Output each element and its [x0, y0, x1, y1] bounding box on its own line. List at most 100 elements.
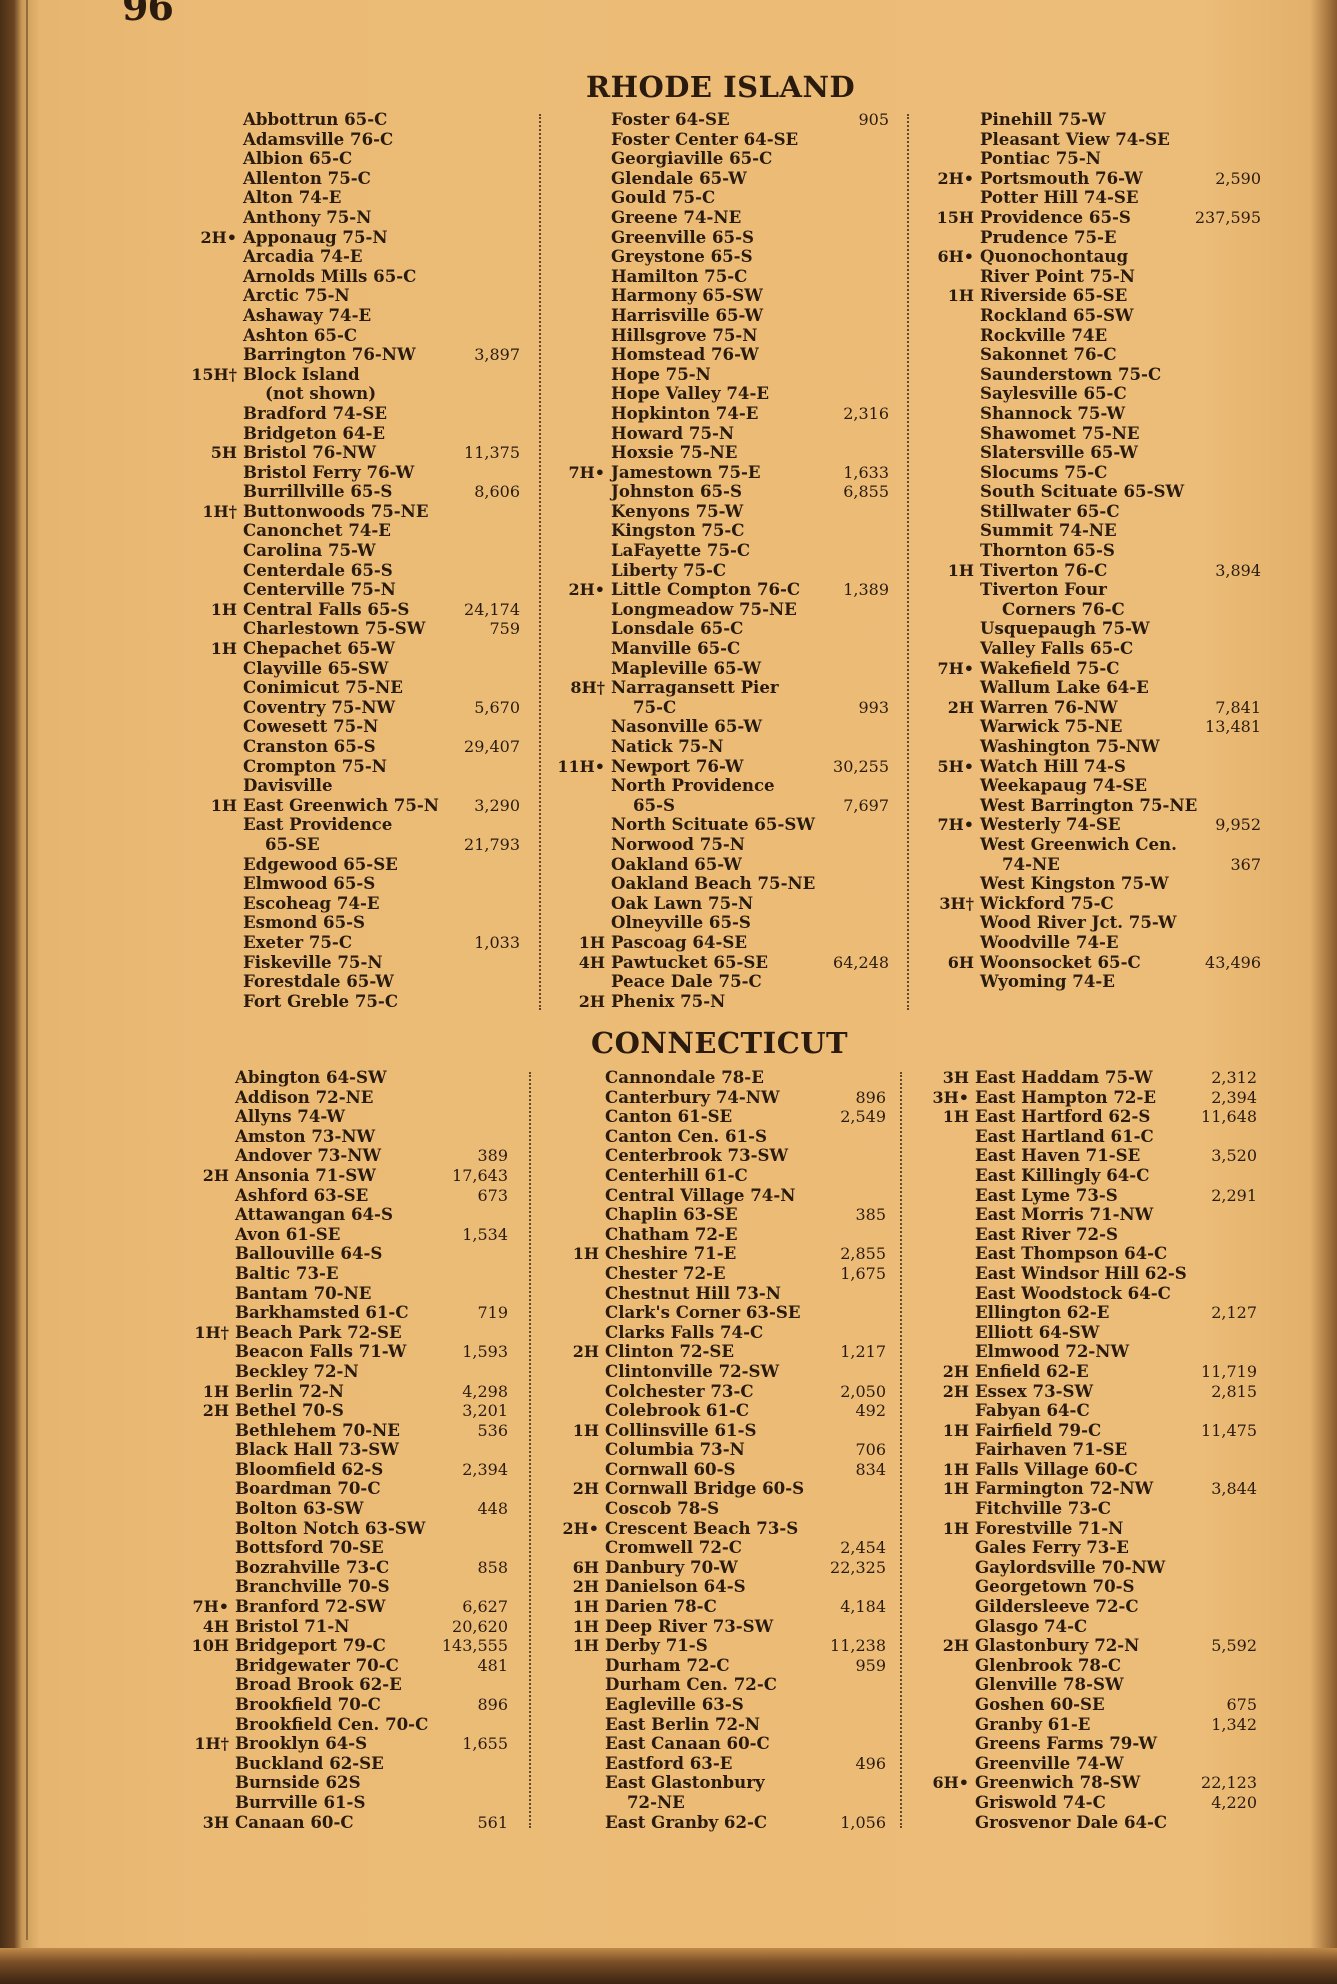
population: 4,184	[840, 1597, 886, 1617]
index-entry: Adamsville 76-C	[183, 129, 520, 150]
index-entry-continuation: 65-SE 21,793	[183, 834, 520, 855]
place-name: Ashaway 74-E	[243, 304, 372, 325]
index-entry: Canton Cen. 61-S	[545, 1126, 886, 1147]
place-name: Ballouville 64-S	[235, 1243, 383, 1264]
place-name: River Point 75-N	[980, 265, 1135, 286]
index-entry: Pontiac 75-N	[920, 149, 1261, 169]
index-entry: 2H Danielson 64-S	[545, 1577, 886, 1597]
index-entry: Cromwell 72-C 2,454	[545, 1538, 886, 1558]
population: 9,952	[1215, 815, 1261, 835]
index-entry: Ashaway 74-E	[183, 304, 520, 326]
index-entry: Fiskeville 75-N	[183, 952, 520, 973]
place-name: Bridgeport 79-C	[235, 1635, 386, 1656]
index-entry: 2H Cornwall Bridge 60-S	[545, 1479, 886, 1499]
place-name: Brookfield Cen. 70-C	[235, 1713, 429, 1734]
population: 389	[477, 1146, 508, 1166]
index-entry: Coscob 78-S	[545, 1498, 886, 1519]
index-entry: Allyns 74-W	[175, 1107, 508, 1127]
place-name: Bloomfield 62-S	[235, 1458, 384, 1479]
place-name: Attawangan 64-S	[235, 1204, 393, 1225]
index-entry: Wyoming 74-E	[920, 972, 1261, 992]
hotel-symbol: 5H	[210, 443, 237, 463]
place-name: Granby 61-E	[975, 1713, 1091, 1734]
index-entry: 1H Cheshire 71-E 2,855	[545, 1244, 886, 1264]
place-name: Centerhill 61-C	[605, 1164, 748, 1185]
population: 993	[858, 697, 889, 717]
place-name: East Granby 62-C	[605, 1811, 768, 1832]
hotel-symbol: 1H	[202, 1381, 229, 1401]
hotel-symbol: 1H	[942, 1518, 969, 1538]
population: 13,481	[1205, 717, 1261, 737]
place-name: Bethlehem 70-NE	[235, 1419, 400, 1440]
index-entry: 1H Collinsville 61-S	[545, 1420, 886, 1441]
hotel-symbol: 2H	[202, 1165, 229, 1185]
index-entry: Chaplin 63-SE 385	[545, 1205, 886, 1225]
column-divider	[529, 1072, 531, 1828]
index-entry: Hillsgrove 75-N	[551, 325, 889, 346]
hotel-symbol: 1H	[942, 1420, 969, 1440]
population: 3,894	[1215, 560, 1261, 580]
population: 896	[855, 1087, 886, 1107]
hotel-symbol: 1H	[942, 1459, 969, 1479]
place-name: East Thompson 64-C	[975, 1243, 1168, 1264]
place-name: Coventry 75-NW	[243, 696, 396, 717]
rhode-island-column-1: Abbottrun 65-C Adamsville 76-C Albion 65-C…	[183, 109, 520, 1011]
hotel-symbol: 1H	[572, 1636, 599, 1656]
index-entry: Bottsford 70-SE	[175, 1538, 508, 1558]
place-name: Eagleville 63-S	[605, 1694, 744, 1714]
index-entry: Abbottrun 65-C	[183, 109, 520, 130]
connecticut-column-2: Cannondale 78-E Canterbury 74-NW 896 Canton…	[545, 1067, 886, 1832]
index-entry: 2H• Portsmouth 76-W 2,590	[920, 167, 1261, 189]
index-entry: Eagleville 63-S	[545, 1694, 886, 1715]
index-entry: Griswold 74-C 4,220	[915, 1792, 1257, 1813]
index-entry: Bradford 74-SE	[183, 403, 520, 424]
index-entry: Hoxsie 75-NE	[551, 442, 889, 463]
index-entry: 1H† Buttonwoods 75-NE	[183, 501, 520, 522]
place-name: Ellington 62-E	[975, 1302, 1110, 1323]
index-entry: Addison 72-NE	[175, 1087, 508, 1108]
place-name: Portsmouth 76-W	[980, 167, 1143, 188]
population: 481	[477, 1655, 508, 1675]
population: 1,675	[840, 1263, 886, 1283]
place-name: Farmington 72-NW	[975, 1478, 1154, 1499]
index-entry: 6H• Quonochontaug	[920, 247, 1261, 267]
index-entry: Rockland 65-SW	[920, 305, 1261, 326]
population: 143,555	[441, 1636, 508, 1656]
section-title-connecticut: CONNECTICUT	[591, 1026, 849, 1060]
index-entry: Gales Ferry 73-E	[915, 1538, 1257, 1558]
index-entry: Colchester 73-C 2,050	[545, 1381, 886, 1402]
index-entry: Clarks Falls 74-C	[545, 1322, 886, 1343]
hotel-symbol: 15H†	[191, 364, 237, 384]
place-name: Ansonia 71-SW	[235, 1164, 376, 1185]
place-name: Wyoming 74-E	[980, 971, 1115, 992]
index-entry: 5H Bristol 76-NW 11,375	[183, 442, 520, 463]
place-name: Providence 65-S	[980, 206, 1131, 227]
index-entry: 1H Central Falls 65-S 24,174	[183, 599, 520, 620]
index-entry: Saunderstown 75-C	[920, 364, 1261, 385]
place-name: Exeter 75-C	[243, 931, 353, 952]
place-name: Boardman 70-C	[235, 1478, 381, 1499]
population: 2,127	[1211, 1303, 1257, 1323]
place-name: Phenix 75-N	[611, 990, 726, 1011]
index-entry: Woodville 74-E	[920, 932, 1261, 953]
population: 2,454	[840, 1538, 886, 1558]
index-entry: West Greenwich Cen.	[920, 834, 1261, 855]
place-name: Tiverton 76-C	[980, 559, 1108, 580]
place-name: Usquepaugh 75-W	[980, 618, 1150, 639]
population: 905	[858, 110, 889, 129]
index-entry: Clintonville 72-SW	[545, 1361, 886, 1382]
index-entry: 7H• Westerly 74-SE 9,952	[920, 815, 1261, 835]
index-entry: 1H Falls Village 60-C	[915, 1459, 1257, 1480]
place-name: Longmeadow 75-NE	[611, 598, 797, 619]
place-name: Derby 71-S	[605, 1635, 708, 1656]
index-entry: Hope Valley 74-E	[551, 384, 889, 404]
index-entry: West Kingston 75-W	[920, 874, 1261, 894]
index-entry: 2H Bethel 70-S 3,201	[175, 1400, 508, 1421]
place-name: Lonsdale 65-C	[611, 618, 744, 639]
index-entry-continuation: 75-C 993	[551, 697, 889, 718]
index-entry: 1H East Greenwich 75-N 3,290	[183, 795, 520, 816]
index-entry: 2H Enfield 62-E 11,719	[915, 1361, 1257, 1382]
population: 561	[477, 1812, 508, 1832]
place-name: Mapleville 65-W	[611, 657, 762, 678]
population: 29,407	[464, 737, 520, 756]
